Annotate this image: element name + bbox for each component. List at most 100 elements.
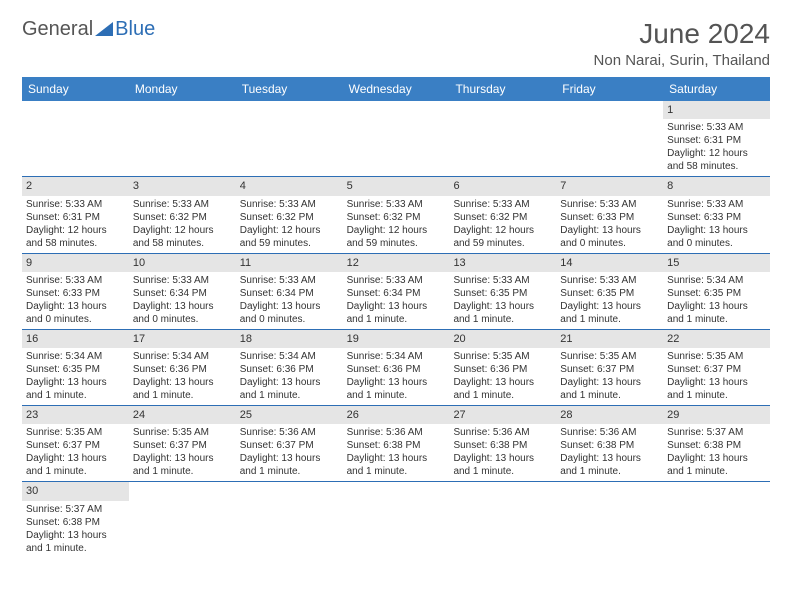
day-cell: 14Sunrise: 5:33 AMSunset: 6:35 PMDayligh… — [556, 254, 663, 329]
day-info-line: and 1 minute. — [240, 465, 339, 478]
day-info-line: Daylight: 13 hours — [26, 376, 125, 389]
day-cell: 5Sunrise: 5:33 AMSunset: 6:32 PMDaylight… — [343, 177, 450, 252]
day-number: 18 — [236, 330, 343, 348]
day-info-line: Sunrise: 5:34 AM — [347, 350, 446, 363]
empty-cell — [556, 482, 663, 557]
day-info-line: Sunrise: 5:34 AM — [667, 274, 766, 287]
day-info-line: Sunrise: 5:35 AM — [453, 350, 552, 363]
day-info-line: Sunset: 6:34 PM — [240, 287, 339, 300]
day-info-line: Sunrise: 5:35 AM — [667, 350, 766, 363]
title-block: June 2024 Non Narai, Surin, Thailand — [594, 18, 770, 69]
day-number: 21 — [556, 330, 663, 348]
day-number: 27 — [449, 406, 556, 424]
day-info-line: Sunrise: 5:33 AM — [240, 274, 339, 287]
sail-icon — [95, 22, 113, 36]
day-info-line: and 1 minute. — [347, 389, 446, 402]
day-info-line: and 1 minute. — [667, 389, 766, 402]
week-row: 1Sunrise: 5:33 AMSunset: 6:31 PMDaylight… — [22, 101, 770, 177]
logo-blue: Blue — [115, 18, 155, 41]
day-info-line: Sunset: 6:33 PM — [560, 211, 659, 224]
location: Non Narai, Surin, Thailand — [594, 52, 770, 69]
day-header-cell: Friday — [556, 77, 663, 101]
day-info-line: and 58 minutes. — [133, 237, 232, 250]
empty-cell — [556, 101, 663, 176]
day-info-line: and 1 minute. — [667, 313, 766, 326]
day-info-line: Daylight: 13 hours — [240, 452, 339, 465]
day-cell: 20Sunrise: 5:35 AMSunset: 6:36 PMDayligh… — [449, 330, 556, 405]
day-number: 12 — [343, 254, 450, 272]
day-info-line: Daylight: 13 hours — [240, 376, 339, 389]
day-info-line: Daylight: 13 hours — [667, 452, 766, 465]
day-info-line: Sunset: 6:37 PM — [560, 363, 659, 376]
day-info-line: Sunset: 6:38 PM — [347, 439, 446, 452]
day-info-line: Sunset: 6:35 PM — [667, 287, 766, 300]
day-info-line: and 1 minute. — [453, 465, 552, 478]
day-header-cell: Tuesday — [236, 77, 343, 101]
day-number: 24 — [129, 406, 236, 424]
day-number: 9 — [22, 254, 129, 272]
day-info-line: Sunset: 6:38 PM — [453, 439, 552, 452]
day-info-line: Daylight: 13 hours — [560, 224, 659, 237]
day-info-line: and 1 minute. — [347, 313, 446, 326]
day-info-line: and 1 minute. — [26, 542, 125, 555]
day-info-line: Daylight: 13 hours — [26, 300, 125, 313]
day-info-line: Sunrise: 5:36 AM — [240, 426, 339, 439]
day-info-line: Sunset: 6:38 PM — [560, 439, 659, 452]
day-info-line: and 1 minute. — [347, 465, 446, 478]
day-number: 6 — [449, 177, 556, 195]
day-cell: 23Sunrise: 5:35 AMSunset: 6:37 PMDayligh… — [22, 406, 129, 481]
empty-cell — [236, 482, 343, 557]
day-info-line: and 0 minutes. — [26, 313, 125, 326]
day-info-line: Sunset: 6:37 PM — [26, 439, 125, 452]
day-info-line: Sunrise: 5:36 AM — [560, 426, 659, 439]
day-info-line: Sunrise: 5:33 AM — [240, 198, 339, 211]
day-number: 7 — [556, 177, 663, 195]
day-info-line: Sunrise: 5:33 AM — [133, 274, 232, 287]
day-info-line: Daylight: 13 hours — [240, 300, 339, 313]
day-info-line: Sunrise: 5:35 AM — [133, 426, 232, 439]
day-info-line: Sunset: 6:35 PM — [560, 287, 659, 300]
day-info-line: Sunrise: 5:36 AM — [453, 426, 552, 439]
day-number: 17 — [129, 330, 236, 348]
day-info-line: Sunset: 6:32 PM — [240, 211, 339, 224]
day-info-line: Sunset: 6:37 PM — [240, 439, 339, 452]
day-info-line: and 1 minute. — [240, 389, 339, 402]
day-cell: 25Sunrise: 5:36 AMSunset: 6:37 PMDayligh… — [236, 406, 343, 481]
day-cell: 19Sunrise: 5:34 AMSunset: 6:36 PMDayligh… — [343, 330, 450, 405]
day-header-cell: Saturday — [663, 77, 770, 101]
day-info-line: Daylight: 13 hours — [667, 300, 766, 313]
week-row: 30Sunrise: 5:37 AMSunset: 6:38 PMDayligh… — [22, 482, 770, 557]
day-info-line: and 1 minute. — [560, 389, 659, 402]
day-info-line: and 59 minutes. — [453, 237, 552, 250]
day-info-line: Daylight: 12 hours — [133, 224, 232, 237]
day-info-line: Daylight: 12 hours — [240, 224, 339, 237]
day-info-line: and 59 minutes. — [347, 237, 446, 250]
day-info-line: Daylight: 13 hours — [667, 376, 766, 389]
day-number: 4 — [236, 177, 343, 195]
day-info-line: Daylight: 13 hours — [347, 300, 446, 313]
day-cell: 8Sunrise: 5:33 AMSunset: 6:33 PMDaylight… — [663, 177, 770, 252]
day-info-line: Sunrise: 5:33 AM — [667, 121, 766, 134]
day-cell: 27Sunrise: 5:36 AMSunset: 6:38 PMDayligh… — [449, 406, 556, 481]
day-info-line: Sunrise: 5:37 AM — [26, 503, 125, 516]
empty-cell — [129, 482, 236, 557]
calendar: SundayMondayTuesdayWednesdayThursdayFrid… — [22, 77, 770, 558]
day-info-line: Sunset: 6:32 PM — [347, 211, 446, 224]
day-info-line: and 1 minute. — [133, 389, 232, 402]
day-info-line: Daylight: 13 hours — [347, 452, 446, 465]
day-info-line: Daylight: 13 hours — [453, 376, 552, 389]
day-number: 13 — [449, 254, 556, 272]
day-info-line: and 0 minutes. — [133, 313, 232, 326]
logo-general: General — [22, 18, 93, 41]
week-row: 16Sunrise: 5:34 AMSunset: 6:35 PMDayligh… — [22, 330, 770, 406]
day-cell: 15Sunrise: 5:34 AMSunset: 6:35 PMDayligh… — [663, 254, 770, 329]
empty-cell — [129, 101, 236, 176]
day-header-row: SundayMondayTuesdayWednesdayThursdayFrid… — [22, 77, 770, 101]
day-info-line: Sunset: 6:31 PM — [26, 211, 125, 224]
day-number: 1 — [663, 101, 770, 119]
day-cell: 24Sunrise: 5:35 AMSunset: 6:37 PMDayligh… — [129, 406, 236, 481]
day-info-line: Sunrise: 5:33 AM — [133, 198, 232, 211]
day-cell: 18Sunrise: 5:34 AMSunset: 6:36 PMDayligh… — [236, 330, 343, 405]
day-number: 10 — [129, 254, 236, 272]
day-cell: 28Sunrise: 5:36 AMSunset: 6:38 PMDayligh… — [556, 406, 663, 481]
